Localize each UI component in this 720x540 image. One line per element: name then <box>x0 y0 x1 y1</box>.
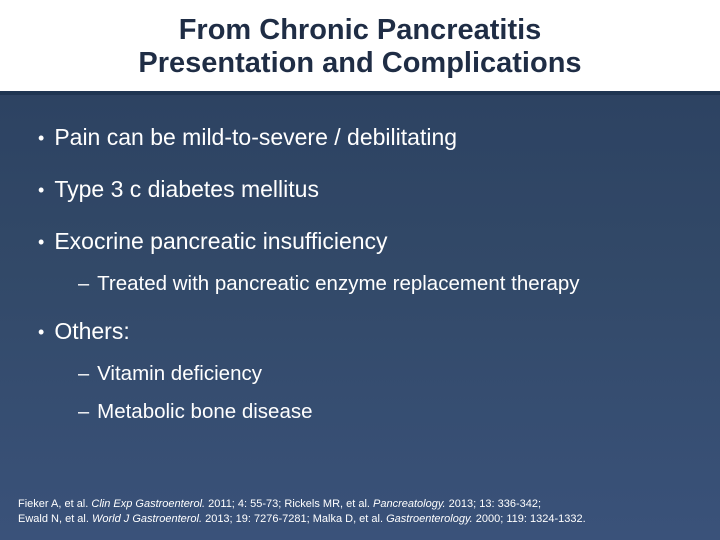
bullet-text: Others: <box>54 317 129 346</box>
ref-journal: Pancreatology. <box>373 498 449 510</box>
content-area: • Pain can be mild-to-severe / debilitat… <box>0 95 720 425</box>
title-block: From Chronic Pancreatitis Presentation a… <box>0 0 720 95</box>
ref-text: 2011; 4: 55-73; Rickels MR, et al. <box>208 498 373 510</box>
title-line-1: From Chronic Pancreatitis <box>179 14 542 46</box>
sub-bullet-item: – Metabolic bone disease <box>78 399 682 425</box>
bullet-text: Type 3 c diabetes mellitus <box>54 175 319 204</box>
ref-journal: Gastroenterology. <box>386 513 476 525</box>
slide-title: From Chronic Pancreatitis Presentation a… <box>30 14 690 81</box>
sub-bullet-text: Treated with pancreatic enzyme replaceme… <box>97 271 579 297</box>
dash-icon: – <box>78 399 89 425</box>
bullet-item: • Type 3 c diabetes mellitus <box>38 175 682 205</box>
dash-icon: – <box>78 361 89 387</box>
ref-text: 2000; 119: 1324-1332. <box>476 513 586 525</box>
sub-bullet-text: Vitamin deficiency <box>97 361 262 387</box>
references: Fieker A, et al. Clin Exp Gastroenterol.… <box>18 497 702 526</box>
bullet-text: Pain can be mild-to-severe / debilitatin… <box>54 123 457 152</box>
ref-journal: Clin Exp Gastroenterol. <box>91 498 208 510</box>
ref-journal: World J Gastroenterol. <box>92 513 205 525</box>
title-line-2: Presentation and Complications <box>138 47 581 79</box>
ref-text: Ewald N, et al. <box>18 513 92 525</box>
bullet-dot-icon: • <box>38 123 44 153</box>
ref-text: Fieker A, et al. <box>18 498 91 510</box>
dash-icon: – <box>78 271 89 297</box>
bullet-text: Exocrine pancreatic insufficiency <box>54 227 387 256</box>
bullet-item: • Exocrine pancreatic insufficiency <box>38 227 682 257</box>
bullet-dot-icon: • <box>38 317 44 347</box>
bullet-dot-icon: • <box>38 227 44 257</box>
sub-bullet-text: Metabolic bone disease <box>97 399 312 425</box>
sub-bullet-item: – Vitamin deficiency <box>78 361 682 387</box>
bullet-dot-icon: • <box>38 175 44 205</box>
bullet-item: • Others: <box>38 317 682 347</box>
ref-text: 2013; 13: 336-342; <box>449 498 541 510</box>
sub-bullet-item: – Treated with pancreatic enzyme replace… <box>78 271 682 297</box>
bullet-item: • Pain can be mild-to-severe / debilitat… <box>38 123 682 153</box>
ref-text: 2013; 19: 7276-7281; Malka D, et al. <box>205 513 386 525</box>
